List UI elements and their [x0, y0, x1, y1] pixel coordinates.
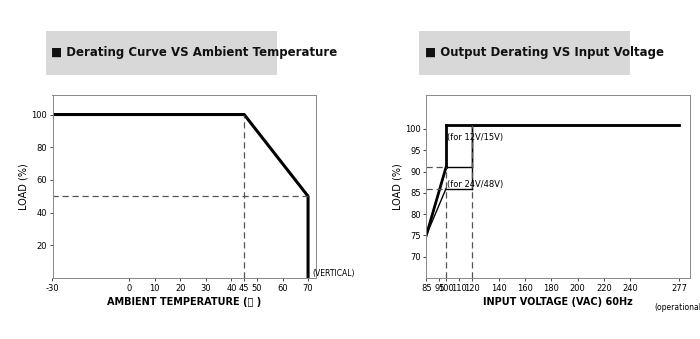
Text: ■ Output Derating VS Input Voltage: ■ Output Derating VS Input Voltage	[425, 46, 664, 59]
Y-axis label: LOAD (%): LOAD (%)	[392, 163, 402, 210]
Text: (for 24V/48V): (for 24V/48V)	[447, 180, 503, 188]
Text: (operational): (operational)	[654, 303, 700, 312]
X-axis label: AMBIENT TEMPERATURE (？ ): AMBIENT TEMPERATURE (？ )	[107, 297, 261, 307]
Text: ■ Derating Curve VS Ambient Temperature: ■ Derating Curve VS Ambient Temperature	[51, 46, 337, 59]
Text: (VERTICAL): (VERTICAL)	[312, 269, 355, 278]
Y-axis label: LOAD (%): LOAD (%)	[18, 163, 29, 210]
X-axis label: INPUT VOLTAGE (VAC) 60Hz: INPUT VOLTAGE (VAC) 60Hz	[483, 297, 633, 307]
Text: (for 12V/15V): (for 12V/15V)	[447, 133, 503, 142]
